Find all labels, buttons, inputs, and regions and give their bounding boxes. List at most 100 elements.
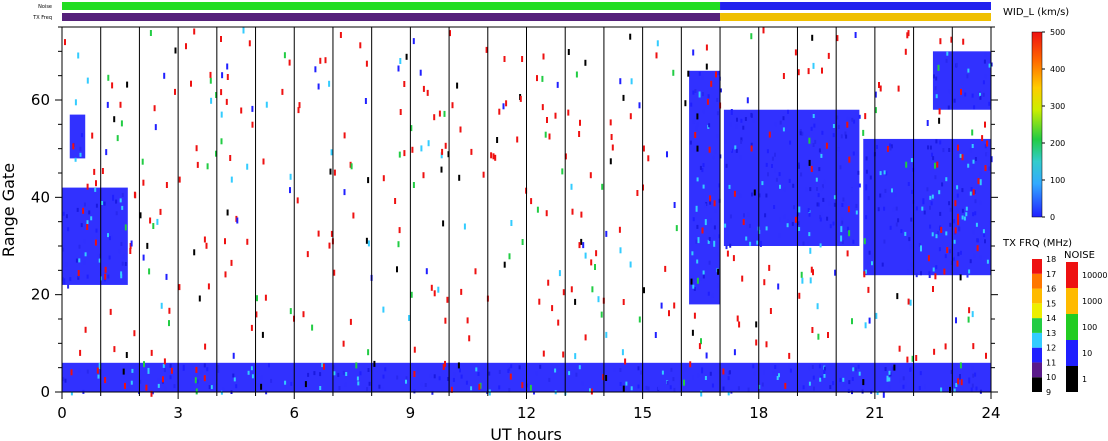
data-cell xyxy=(945,58,948,63)
scatter-point xyxy=(107,74,110,81)
scatter-point xyxy=(444,142,447,149)
data-cell xyxy=(121,192,124,197)
data-cell xyxy=(986,259,989,264)
x-tick-label: 6 xyxy=(289,404,299,422)
data-cell xyxy=(828,201,831,206)
scatter-point xyxy=(636,190,639,196)
noise-colorbar-cell xyxy=(1066,262,1078,288)
data-cell xyxy=(897,218,900,223)
scatter-point xyxy=(442,220,445,227)
scatter-point xyxy=(990,156,993,163)
data-cell xyxy=(950,77,953,82)
txfreq-colorbar-tick-label: 12 xyxy=(1046,344,1056,353)
scatter-point xyxy=(886,375,889,382)
scatter-point xyxy=(578,131,581,137)
txfreq-colorbar-tick-label: 10 xyxy=(1046,373,1056,382)
data-cell xyxy=(971,144,974,148)
scatter-point xyxy=(104,266,107,273)
data-cell xyxy=(95,228,98,233)
data-cell xyxy=(761,382,764,387)
data-cell xyxy=(904,382,907,387)
data-cell xyxy=(911,189,914,194)
data-cell xyxy=(726,234,729,239)
scatter-point xyxy=(289,173,292,180)
data-cell xyxy=(776,365,779,369)
scatter-point xyxy=(578,242,581,249)
scatter-point xyxy=(339,32,342,38)
data-cell xyxy=(575,372,578,377)
data-cell xyxy=(805,187,808,192)
scatter-point xyxy=(798,206,801,213)
noise-segment xyxy=(720,2,991,10)
data-cell xyxy=(852,239,855,244)
scatter-point xyxy=(422,85,425,92)
scatter-point xyxy=(798,292,801,299)
data-cell xyxy=(965,206,968,211)
data-cell xyxy=(927,145,929,150)
data-cell xyxy=(871,253,874,258)
data-cell xyxy=(507,369,510,373)
x-tick-label: 18 xyxy=(749,404,768,422)
data-cell xyxy=(815,177,818,182)
data-cell xyxy=(717,283,720,288)
scatter-point xyxy=(165,273,168,280)
scatter-point xyxy=(746,97,749,104)
data-cell xyxy=(810,126,813,131)
scatter-point xyxy=(554,112,557,119)
data-cell xyxy=(935,94,938,99)
data-cell xyxy=(905,232,908,236)
txfreq-colorbar-tick-label: 16 xyxy=(1046,285,1056,294)
scatter-point xyxy=(574,298,577,305)
scatter-point xyxy=(283,52,286,59)
data-cell xyxy=(70,391,73,396)
scatter-point xyxy=(112,194,115,201)
data-cell xyxy=(953,388,956,393)
scatter-point xyxy=(655,52,658,59)
data-region xyxy=(723,109,860,246)
data-cell xyxy=(508,366,511,371)
scatter-point xyxy=(516,136,519,143)
data-cell xyxy=(693,287,696,291)
data-cell xyxy=(779,184,781,189)
data-cell xyxy=(206,367,209,372)
scatter-point xyxy=(984,121,986,128)
data-cell xyxy=(488,371,491,376)
data-cell xyxy=(984,52,987,57)
data-cell xyxy=(847,388,850,393)
scatter-point xyxy=(664,265,667,272)
data-cell xyxy=(835,233,838,238)
scatter-point xyxy=(960,379,963,386)
data-cell xyxy=(200,369,203,374)
data-cell xyxy=(983,59,986,64)
scatter-point xyxy=(697,237,700,244)
axes: 0 3 6 9 12 15 18 21 24 0 20 40 60 xyxy=(31,26,1001,422)
data-cell xyxy=(740,139,743,144)
data-cell xyxy=(752,118,755,123)
data-cell xyxy=(694,89,697,93)
x-tick-label: 24 xyxy=(981,404,1000,422)
scatter-point xyxy=(690,278,693,285)
data-cell xyxy=(107,274,110,279)
data-cell xyxy=(843,382,846,387)
data-cell xyxy=(952,253,955,258)
data-cell xyxy=(822,197,825,202)
scatter-point xyxy=(126,81,129,88)
txfreq-colorbar-tick-label: 17 xyxy=(1046,270,1056,279)
data-cell xyxy=(929,145,932,150)
data-cell xyxy=(910,217,913,222)
data-cell xyxy=(808,381,811,386)
data-cell xyxy=(857,170,860,175)
scatter-point xyxy=(125,352,128,358)
data-cell xyxy=(829,224,832,229)
data-cell xyxy=(988,63,991,68)
data-cell xyxy=(169,375,172,380)
scatter-point xyxy=(759,240,762,247)
scatter-point xyxy=(906,356,909,363)
data-cell xyxy=(855,203,858,208)
data-cell xyxy=(65,214,68,219)
data-cell xyxy=(696,224,699,229)
scatter-point xyxy=(319,57,322,64)
scatter-point xyxy=(64,39,66,46)
data-cell xyxy=(696,177,699,182)
data-cell xyxy=(821,130,824,135)
